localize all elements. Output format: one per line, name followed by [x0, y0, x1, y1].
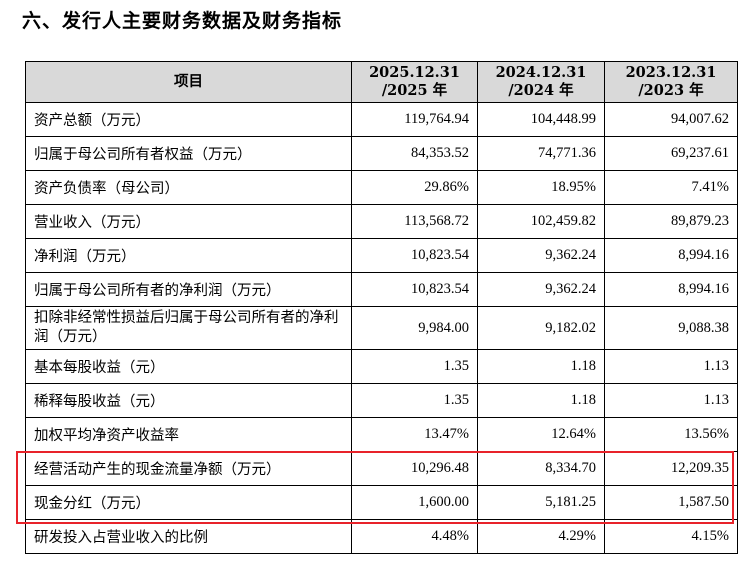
value-2023: 12,209.35 [604, 451, 738, 486]
table-row: 归属于母公司所有者权益（万元） 84,353.52 74,771.36 69,2… [25, 136, 738, 171]
table-header-row: 项目 2025.12.31/2025 年 2024.12.31/2024 年 2… [25, 61, 738, 103]
value-2023: 1,587.50 [604, 485, 738, 520]
value-2023: 7.41% [604, 170, 738, 205]
value-2023: 8,994.16 [604, 272, 738, 307]
table-row: 研发投入占营业收入的比例 4.48% 4.29% 4.15% [25, 519, 738, 554]
table-row: 归属于母公司所有者的净利润（万元） 10,823.54 9,362.24 8,9… [25, 272, 738, 307]
value-2024: 104,448.99 [477, 102, 605, 137]
value-2023: 4.15% [604, 519, 738, 554]
row-label: 资产负债率（母公司） [25, 170, 352, 205]
row-label: 现金分红（万元） [25, 485, 352, 520]
row-label: 资产总额（万元） [25, 102, 352, 137]
table-row: 基本每股收益（元） 1.35 1.18 1.13 [25, 349, 738, 384]
table-row: 现金分红（万元） 1,600.00 5,181.25 1,587.50 [25, 485, 738, 520]
value-2023: 13.56% [604, 417, 738, 452]
section-title: 六、发行人主要财务数据及财务指标 [22, 10, 343, 32]
value-2024: 9,362.24 [477, 272, 605, 307]
value-2023: 1.13 [604, 349, 738, 384]
value-2024: 102,459.82 [477, 204, 605, 239]
value-2024: 4.29% [477, 519, 605, 554]
value-2023: 8,994.16 [604, 238, 738, 273]
table-row: 扣除非经常性损益后归属于母公司所有者的净利润（万元） 9,984.00 9,18… [25, 306, 738, 350]
value-2025: 9,984.00 [351, 306, 478, 350]
row-label: 稀释每股收益（元） [25, 383, 352, 418]
value-2024: 9,362.24 [477, 238, 605, 273]
value-2024: 1.18 [477, 383, 605, 418]
value-2025: 4.48% [351, 519, 478, 554]
row-label: 净利润（万元） [25, 238, 352, 273]
value-2025: 119,764.94 [351, 102, 478, 137]
row-label: 归属于母公司所有者的净利润（万元） [25, 272, 352, 307]
value-2023: 1.13 [604, 383, 738, 418]
value-2025: 13.47% [351, 417, 478, 452]
value-2024: 8,334.70 [477, 451, 605, 486]
row-label: 营业收入（万元） [25, 204, 352, 239]
value-2024: 18.95% [477, 170, 605, 205]
value-2024: 1.18 [477, 349, 605, 384]
value-2023: 94,007.62 [604, 102, 738, 137]
table-row: 经营活动产生的现金流量净额（万元） 10,296.48 8,334.70 12,… [25, 451, 738, 486]
row-label: 经营活动产生的现金流量净额（万元） [25, 451, 352, 486]
row-label: 研发投入占营业收入的比例 [25, 519, 352, 554]
header-2024: 2024.12.31/2024 年 [477, 61, 605, 103]
value-2025: 1,600.00 [351, 485, 478, 520]
table-row: 资产总额（万元） 119,764.94 104,448.99 94,007.62 [25, 102, 738, 137]
table-row: 资产负债率（母公司） 29.86% 18.95% 7.41% [25, 170, 738, 205]
value-2025: 1.35 [351, 383, 478, 418]
value-2025: 29.86% [351, 170, 478, 205]
row-label: 扣除非经常性损益后归属于母公司所有者的净利润（万元） [25, 306, 352, 350]
value-2023: 89,879.23 [604, 204, 738, 239]
value-2025: 10,823.54 [351, 238, 478, 273]
value-2024: 74,771.36 [477, 136, 605, 171]
header-2025: 2025.12.31/2025 年 [351, 61, 478, 103]
financial-data-table: 项目 2025.12.31/2025 年 2024.12.31/2024 年 2… [25, 61, 738, 554]
value-2025: 84,353.52 [351, 136, 478, 171]
table-row: 加权平均净资产收益率 13.47% 12.64% 13.56% [25, 417, 738, 452]
row-label: 加权平均净资产收益率 [25, 417, 352, 452]
value-2025: 10,823.54 [351, 272, 478, 307]
value-2025: 113,568.72 [351, 204, 478, 239]
value-2024: 9,182.02 [477, 306, 605, 350]
value-2025: 10,296.48 [351, 451, 478, 486]
header-item: 项目 [25, 61, 352, 103]
value-2025: 1.35 [351, 349, 478, 384]
value-2024: 12.64% [477, 417, 605, 452]
table-row: 营业收入（万元） 113,568.72 102,459.82 89,879.23 [25, 204, 738, 239]
value-2023: 69,237.61 [604, 136, 738, 171]
value-2024: 5,181.25 [477, 485, 605, 520]
table-row: 稀释每股收益（元） 1.35 1.18 1.13 [25, 383, 738, 418]
row-label: 归属于母公司所有者权益（万元） [25, 136, 352, 171]
row-label: 基本每股收益（元） [25, 349, 352, 384]
value-2023: 9,088.38 [604, 306, 738, 350]
table-row: 净利润（万元） 10,823.54 9,362.24 8,994.16 [25, 238, 738, 273]
header-2023: 2023.12.31/2023 年 [604, 61, 738, 103]
